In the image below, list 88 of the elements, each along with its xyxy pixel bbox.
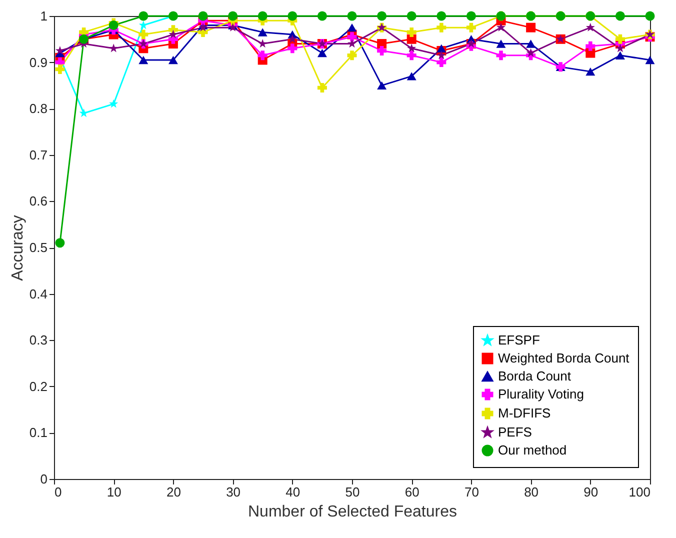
- point: [586, 41, 596, 51]
- point: [317, 48, 327, 58]
- point: [258, 28, 268, 36]
- point: [258, 39, 268, 48]
- point: [288, 44, 298, 54]
- point: [406, 27, 416, 37]
- x-tick-label: 30: [226, 484, 241, 500]
- y-tick-label: 1: [40, 8, 48, 24]
- point: [436, 22, 446, 32]
- x-tick-label: 20: [166, 484, 181, 500]
- point: [436, 50, 446, 60]
- point: [616, 44, 625, 52]
- point: [347, 32, 357, 42]
- point: [526, 22, 536, 32]
- y-axis-title: Accuracy: [9, 215, 26, 281]
- legend-label: M-DFIFS: [498, 406, 552, 420]
- point: [436, 58, 446, 68]
- point: [258, 50, 268, 60]
- legend-label: Weighted Borda Count: [498, 350, 630, 366]
- point: [138, 11, 148, 21]
- x-tick-label: 50: [345, 484, 360, 500]
- point: [645, 11, 655, 21]
- point: [406, 11, 416, 21]
- legend-label: Plurality Voting: [498, 386, 584, 402]
- point: [55, 64, 65, 74]
- y-tick-label: 0.4: [29, 286, 48, 302]
- y-tick-label: 0.7: [29, 147, 48, 162]
- point: [496, 40, 506, 48]
- y-tick-label: 0.8: [29, 101, 48, 116]
- point: [615, 34, 625, 44]
- point: [586, 22, 595, 32]
- y-tick-label: 0.9: [29, 54, 48, 70]
- point: [615, 51, 625, 60]
- y-tick-label: 0.2: [29, 378, 48, 394]
- point: [377, 46, 387, 56]
- point: [407, 44, 416, 52]
- legend-label: EFSPF: [498, 332, 540, 348]
- x-axis-title: Number of Selected Features: [248, 504, 457, 520]
- point: [347, 11, 357, 21]
- point: [496, 50, 506, 60]
- x-tick-label: 100: [628, 484, 650, 500]
- legend-label: Our method: [498, 442, 567, 458]
- point: [108, 20, 118, 30]
- point: [317, 11, 327, 21]
- point: [347, 39, 357, 48]
- point: [526, 40, 536, 48]
- point: [198, 11, 208, 21]
- point: [466, 11, 476, 21]
- x-tick-label: 10: [106, 484, 122, 500]
- point: [436, 11, 446, 21]
- point: [496, 22, 506, 32]
- point: [377, 11, 387, 21]
- point: [436, 44, 446, 53]
- x-tick-label: 80: [524, 484, 539, 500]
- point: [526, 48, 536, 57]
- x-tick-label: 40: [286, 484, 300, 500]
- x-tick-label: 90: [584, 484, 598, 500]
- point: [228, 11, 238, 21]
- y-tick-label: 0: [40, 472, 48, 486]
- point: [138, 56, 148, 64]
- point: [109, 44, 118, 52]
- y-tick-label: 0.6: [29, 194, 48, 209]
- legend-label: PEFS: [498, 424, 532, 440]
- point: [377, 39, 387, 49]
- x-tick-label: 0: [54, 484, 62, 500]
- point: [377, 81, 387, 90]
- point: [168, 56, 178, 64]
- point: [615, 11, 625, 21]
- point: [586, 67, 596, 76]
- y-tick-label: 0.1: [29, 425, 48, 440]
- point: [55, 238, 65, 248]
- point: [347, 50, 357, 60]
- point: [138, 30, 148, 40]
- point: [466, 22, 476, 32]
- point: [645, 56, 655, 64]
- point: [317, 83, 327, 93]
- point: [288, 11, 298, 21]
- point: [258, 11, 268, 21]
- y-tick-label: 0.5: [29, 240, 48, 255]
- point: [406, 72, 416, 80]
- point: [288, 34, 297, 43]
- x-tick-label: 70: [464, 484, 479, 500]
- point: [406, 50, 416, 60]
- legend-label: Borda Count: [498, 368, 572, 384]
- x-tick-label: 60: [404, 484, 420, 500]
- point: [347, 23, 357, 32]
- y-tick-label: 0.3: [29, 332, 48, 348]
- point: [109, 99, 118, 108]
